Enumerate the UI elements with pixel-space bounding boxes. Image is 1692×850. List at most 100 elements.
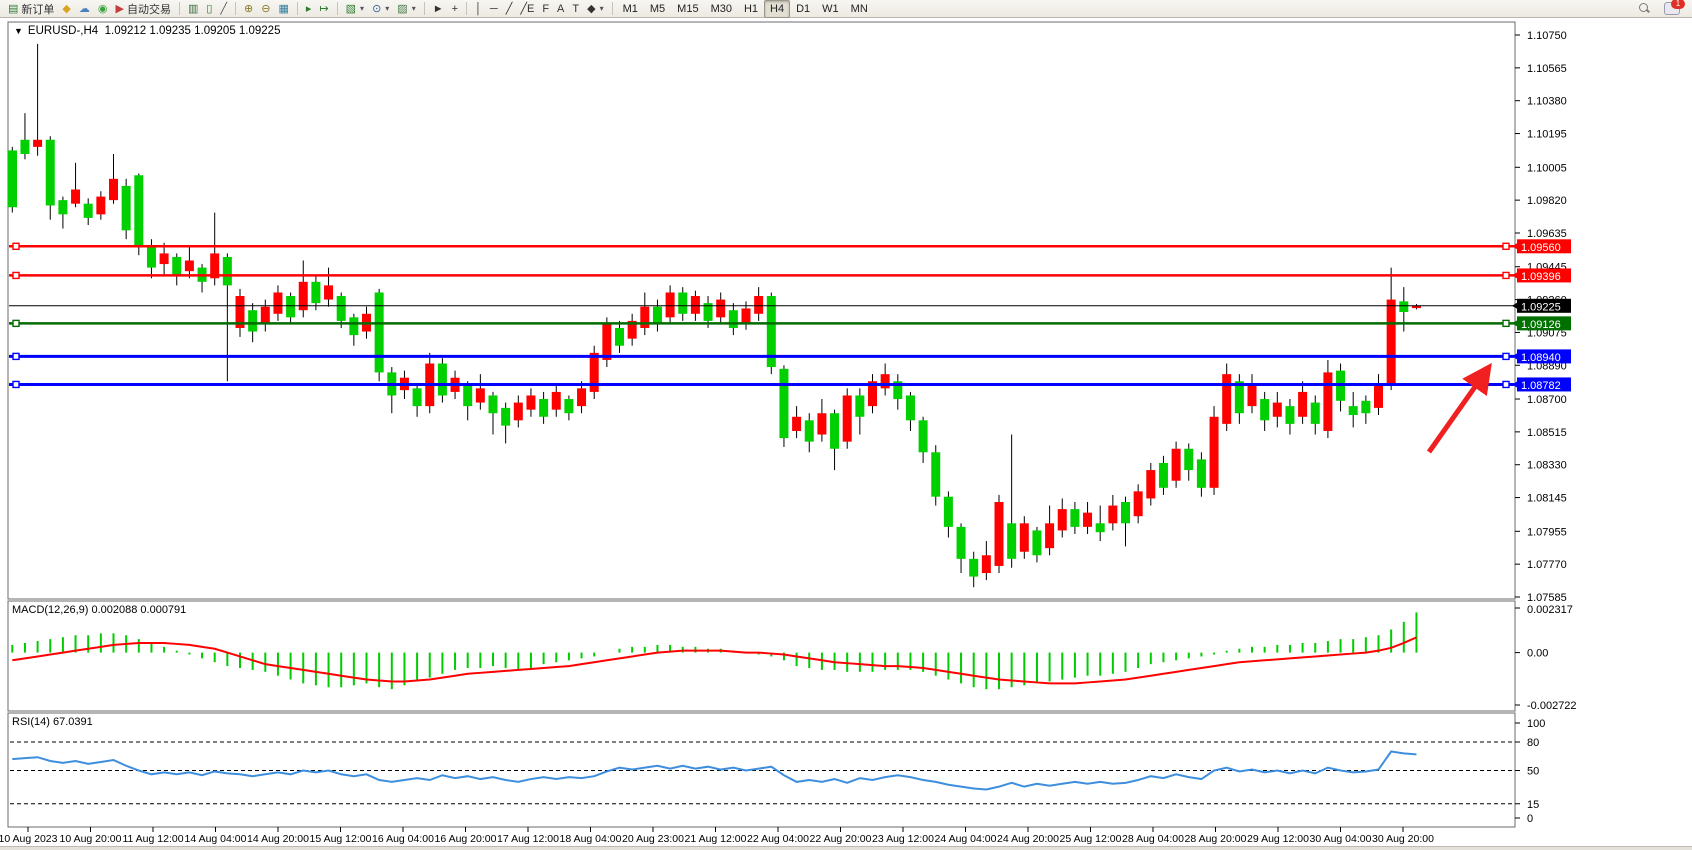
symbol-dropdown-icon[interactable]: ▼ — [14, 26, 23, 36]
candle-body — [539, 399, 549, 417]
community-icon[interactable]: ☁ — [75, 0, 94, 18]
timeframe-button-w1[interactable]: W1 — [822, 2, 839, 15]
candle-body — [1095, 523, 1105, 533]
candle-body — [336, 296, 346, 321]
candle-body — [1158, 462, 1168, 488]
timeframe-button-m15[interactable]: M15 — [677, 2, 699, 15]
auto-scroll-icon[interactable]: ▸ — [302, 0, 316, 18]
main-toolbar: ▤ 新订单 ◆ ☁ ◉ ▶ 自动交易 ▥ ▯ ╱ ⊕ ⊖ ▦ ▸ ↦ ▧ ▾ ⊙ ▾ ▨ ▾ ► + │ ─ ╱ ╱E F A T ◆ ▾ M1… — [0, 0, 1692, 18]
new-chart-dropdown[interactable]: ▧ ▾ — [342, 0, 368, 18]
cursor-icon[interactable]: ► — [429, 0, 448, 18]
timeframe-button-m5[interactable]: M5 — [649, 2, 666, 15]
vertical-line-icon: │ — [475, 2, 482, 15]
toolbar-separator — [423, 2, 425, 15]
line-handle[interactable] — [1502, 380, 1510, 389]
candle-body — [222, 256, 232, 286]
time-axis-label: 28 Aug 04:00 — [1122, 833, 1184, 845]
candle-body — [918, 420, 928, 453]
candle-body — [501, 407, 511, 426]
time-axis-label: 10 Aug 2023 — [0, 833, 58, 845]
line-chart-icon[interactable]: ╱ — [216, 0, 231, 18]
candle-body — [678, 292, 688, 314]
text-label-icon[interactable]: T — [568, 0, 583, 18]
timeframe-button-h1[interactable]: H1 — [743, 2, 759, 15]
fibonacci-icon: F — [542, 2, 550, 15]
candle-body — [741, 308, 751, 323]
new-order-button[interactable]: ▤ 新订单 — [4, 0, 58, 18]
line-handle[interactable] — [12, 380, 20, 389]
autotrading-button[interactable]: ▶ 自动交易 — [111, 0, 174, 18]
text-label-icon: T — [572, 2, 580, 15]
candle-chart-icon[interactable]: ▯ — [202, 0, 216, 18]
template-dropdown[interactable]: ▨ ▾ — [393, 0, 419, 18]
signals-icon: ◉ — [97, 2, 108, 15]
crosshair-icon: + — [451, 2, 459, 15]
price-tag-1.09225: 1.09225 — [1512, 298, 1571, 313]
candle-body — [602, 324, 612, 360]
market-gold-icon[interactable]: ◆ — [58, 0, 74, 18]
candle-body — [172, 256, 182, 275]
line-handle[interactable] — [1502, 319, 1510, 328]
autotrading-icon: ▶ — [115, 2, 124, 15]
bar-chart-icon[interactable]: ▥ — [184, 0, 202, 18]
trendline-icon[interactable]: ╱ — [502, 0, 517, 18]
candle-body — [134, 175, 144, 247]
chart-shift-icon[interactable]: ↦ — [315, 0, 332, 18]
text-icon[interactable]: A — [553, 0, 568, 18]
fibonacci-icon[interactable]: F — [538, 0, 553, 18]
candle-body — [665, 292, 675, 318]
candle-body — [260, 306, 270, 325]
price-axis-label: 1.10750 — [1527, 30, 1567, 42]
price-axis-label: 1.07955 — [1527, 526, 1567, 538]
tile-windows-icon[interactable]: ▦ — [274, 0, 292, 18]
cursor-icon: ► — [432, 2, 444, 15]
line-handle[interactable] — [12, 352, 20, 361]
line-handle[interactable] — [12, 242, 20, 251]
arrows-dropdown[interactable]: ◆ ▾ — [583, 0, 607, 18]
timeframe-button-mn[interactable]: MN — [850, 2, 868, 15]
vertical-line-icon[interactable]: │ — [471, 0, 486, 18]
timeframe-button-m1[interactable]: M1 — [622, 2, 638, 15]
macd-axis-label: 0.002317 — [1527, 604, 1573, 616]
line-handle[interactable] — [1502, 242, 1510, 251]
period-dropdown[interactable]: ⊙ ▾ — [368, 0, 393, 18]
zoom-out-icon[interactable]: ⊖ — [257, 0, 274, 18]
candle-body — [1032, 530, 1042, 556]
candle-body — [58, 200, 68, 215]
signals-icon[interactable]: ◉ — [94, 0, 112, 18]
candle-body — [412, 388, 422, 407]
candle-body — [33, 139, 43, 147]
candle-body — [1247, 384, 1257, 407]
price-axis-label: 1.10195 — [1527, 129, 1567, 141]
candle-body — [1411, 305, 1421, 309]
candle-body — [83, 203, 93, 218]
crosshair-icon[interactable]: + — [448, 0, 462, 18]
toolbar-separator — [296, 2, 298, 15]
time-axis-label: 22 Aug 20:00 — [810, 833, 872, 845]
search-icon[interactable] — [1639, 3, 1650, 14]
time-axis-label: 30 Aug 04:00 — [1310, 833, 1372, 845]
macd-indicator-label: MACD(12,26,9) 0.002088 0.000791 — [12, 604, 187, 616]
candle-body — [1298, 391, 1308, 417]
equidistant-channel-icon[interactable]: ╱E — [516, 0, 538, 18]
candle-body — [1007, 523, 1017, 559]
candle-body — [1285, 406, 1295, 424]
candle-body — [1121, 502, 1130, 524]
line-handle[interactable] — [12, 271, 20, 280]
horizontal-line-icon[interactable]: ─ — [486, 0, 502, 18]
trendline-icon: ╱ — [505, 2, 513, 15]
arrow-annotation[interactable] — [1426, 362, 1492, 454]
line-handle[interactable] — [1502, 352, 1510, 361]
timeframe-button-d1[interactable]: D1 — [796, 2, 811, 15]
candle-body — [437, 363, 447, 396]
line-handle[interactable] — [12, 319, 20, 328]
candle-body — [842, 395, 852, 442]
line-handle[interactable] — [1502, 271, 1510, 280]
zoom-in-icon[interactable]: ⊕ — [240, 0, 257, 18]
timeframe-button-h4[interactable]: H4 — [764, 0, 791, 18]
toolbar-separator — [178, 2, 180, 15]
period-dropdown: ⊙ — [372, 2, 382, 15]
timeframe-button-m30[interactable]: M30 — [710, 2, 732, 15]
notifications-icon[interactable]: 1 — [1664, 0, 1685, 15]
candle-body — [551, 391, 561, 410]
